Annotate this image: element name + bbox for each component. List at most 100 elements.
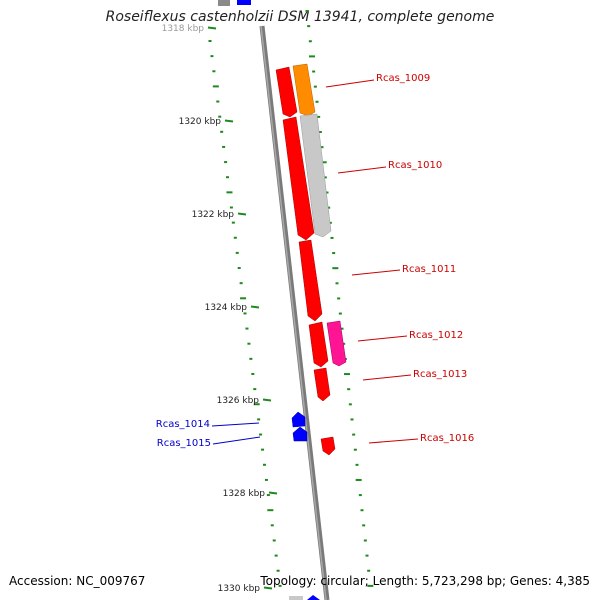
cds-top-gray[interactable] (218, 0, 230, 6)
scale-tick-label: 1328 kbp (223, 489, 266, 499)
gene-label-rcas-1009[interactable]: Rcas_1009 (376, 73, 430, 84)
dot-track-mark (220, 130, 224, 133)
dot-track-mark (320, 161, 327, 164)
dot-track-mark (212, 85, 219, 88)
dot-track-mark (353, 448, 357, 451)
dot-track-mark (309, 55, 315, 58)
gene-label-rcas-1015[interactable]: Rcas_1015 (157, 438, 211, 449)
map-title: Roseiflexus castenholzii DSM 13941, comp… (105, 9, 495, 25)
dot-track-mark (312, 70, 316, 73)
cds-orange-1009[interactable] (292, 63, 316, 117)
dot-track-mark (243, 312, 247, 315)
scale-tick-mark (237, 212, 247, 216)
dot-track-mark (360, 509, 364, 512)
dot-track-mark (229, 206, 233, 209)
cds-magenta-1012[interactable] (326, 320, 347, 367)
cds-red-2[interactable] (282, 116, 315, 241)
dot-track-mark (332, 267, 339, 270)
scale-tick-mark (263, 586, 273, 590)
cds-red-1[interactable] (275, 66, 298, 118)
dot-track-mark (308, 40, 312, 43)
dot-track-mark (363, 539, 367, 542)
backbone-highlight (260, 25, 327, 600)
dot-track-mark (367, 584, 374, 587)
dot-track-mark (347, 388, 351, 391)
dot-track-mark (342, 342, 346, 345)
dot-track-mark (247, 342, 251, 345)
gene-label-rcas-1011[interactable]: Rcas_1011 (402, 264, 456, 275)
scale-tick-label: 1320 kbp (179, 117, 222, 127)
scale-tick-label: 1330 kbp (218, 584, 261, 594)
dot-track-mark (330, 236, 334, 239)
dot-track-mark (237, 267, 241, 270)
dot-track-mark (226, 176, 230, 179)
dot-track-mark (332, 252, 336, 255)
cds-top-blue[interactable] (237, 0, 251, 5)
gene-label-rcas-1016[interactable]: Rcas_1016 (420, 433, 474, 444)
dot-track-mark (253, 403, 260, 406)
dot-track-mark (305, 10, 309, 12)
dot-track-mark (318, 131, 322, 134)
scale-ticks: 1318 kbp 1320 kbp 1322 kbp 1324 kbp 1326 kbp… (162, 24, 278, 594)
cds-bottom-blue[interactable] (307, 595, 320, 600)
dot-track-mark (231, 221, 235, 224)
dot-track-mark (367, 569, 371, 572)
dot-track-mark (352, 433, 356, 436)
scale-tick-label: 1324 kbp (205, 303, 248, 313)
scale-tick-label: 1322 kbp (192, 210, 235, 220)
scale-tick-label: 1326 kbp (217, 396, 260, 406)
dot-track-mark (307, 25, 311, 28)
dot-track-mark (344, 373, 350, 376)
left-dot-track (208, 40, 282, 587)
dot-track-mark (355, 478, 362, 481)
gene-label-rcas-1010[interactable]: Rcas_1010 (388, 160, 442, 171)
dot-track-mark (272, 539, 276, 542)
dot-track-mark (358, 494, 362, 497)
cds-blue-1015[interactable] (292, 426, 308, 442)
dot-track-mark (348, 403, 352, 406)
cds-bottom-gray[interactable] (289, 596, 303, 600)
dot-track-mark (239, 282, 243, 285)
cds-red-1016[interactable] (320, 436, 336, 456)
scale-tick-mark (262, 398, 272, 402)
dot-track-mark (337, 297, 341, 300)
cds-red-1013[interactable] (313, 367, 331, 402)
dot-track-mark (218, 115, 222, 118)
dot-track-mark (249, 357, 253, 360)
dot-track-mark (313, 85, 317, 88)
dot-track-mark (317, 115, 321, 118)
gene-label-rcas-1014[interactable]: Rcas_1014 (156, 419, 210, 430)
dot-track-mark (278, 584, 282, 587)
accession-text: Accession: NC_009767 (9, 574, 146, 588)
dot-track-mark (267, 509, 274, 512)
cds-gray-1010[interactable] (299, 113, 332, 238)
dot-track-mark (240, 297, 247, 300)
dot-track-mark (208, 40, 212, 42)
scale-tick-mark (224, 119, 234, 123)
dot-track-mark (251, 372, 255, 375)
dot-track-mark (350, 418, 354, 421)
cds-red-1011[interactable] (298, 239, 323, 322)
dot-track-mark (233, 236, 237, 239)
dot-track-mark (224, 161, 228, 164)
dot-track-mark (245, 327, 249, 330)
dot-track-mark (335, 282, 339, 285)
dot-track-mark (340, 327, 344, 330)
cds-red-3[interactable] (308, 321, 329, 368)
dot-track-mark (274, 554, 278, 557)
dot-track-mark (235, 251, 239, 254)
dot-track-mark (328, 221, 332, 224)
dot-track-mark (325, 191, 329, 194)
gene-label-rcas-1012[interactable]: Rcas_1012 (409, 330, 463, 341)
dot-track-mark (257, 418, 261, 421)
dot-track-mark (216, 100, 220, 103)
dot-track-mark (327, 206, 331, 209)
dot-track-mark (222, 145, 226, 148)
cds-blue-1014[interactable] (291, 411, 306, 428)
dot-track-mark (362, 524, 366, 527)
dot-track-mark (315, 100, 319, 103)
gene-label-rcas-1013[interactable]: Rcas_1013 (413, 369, 467, 380)
dot-track-mark (270, 524, 274, 527)
dot-track-mark (212, 70, 216, 73)
